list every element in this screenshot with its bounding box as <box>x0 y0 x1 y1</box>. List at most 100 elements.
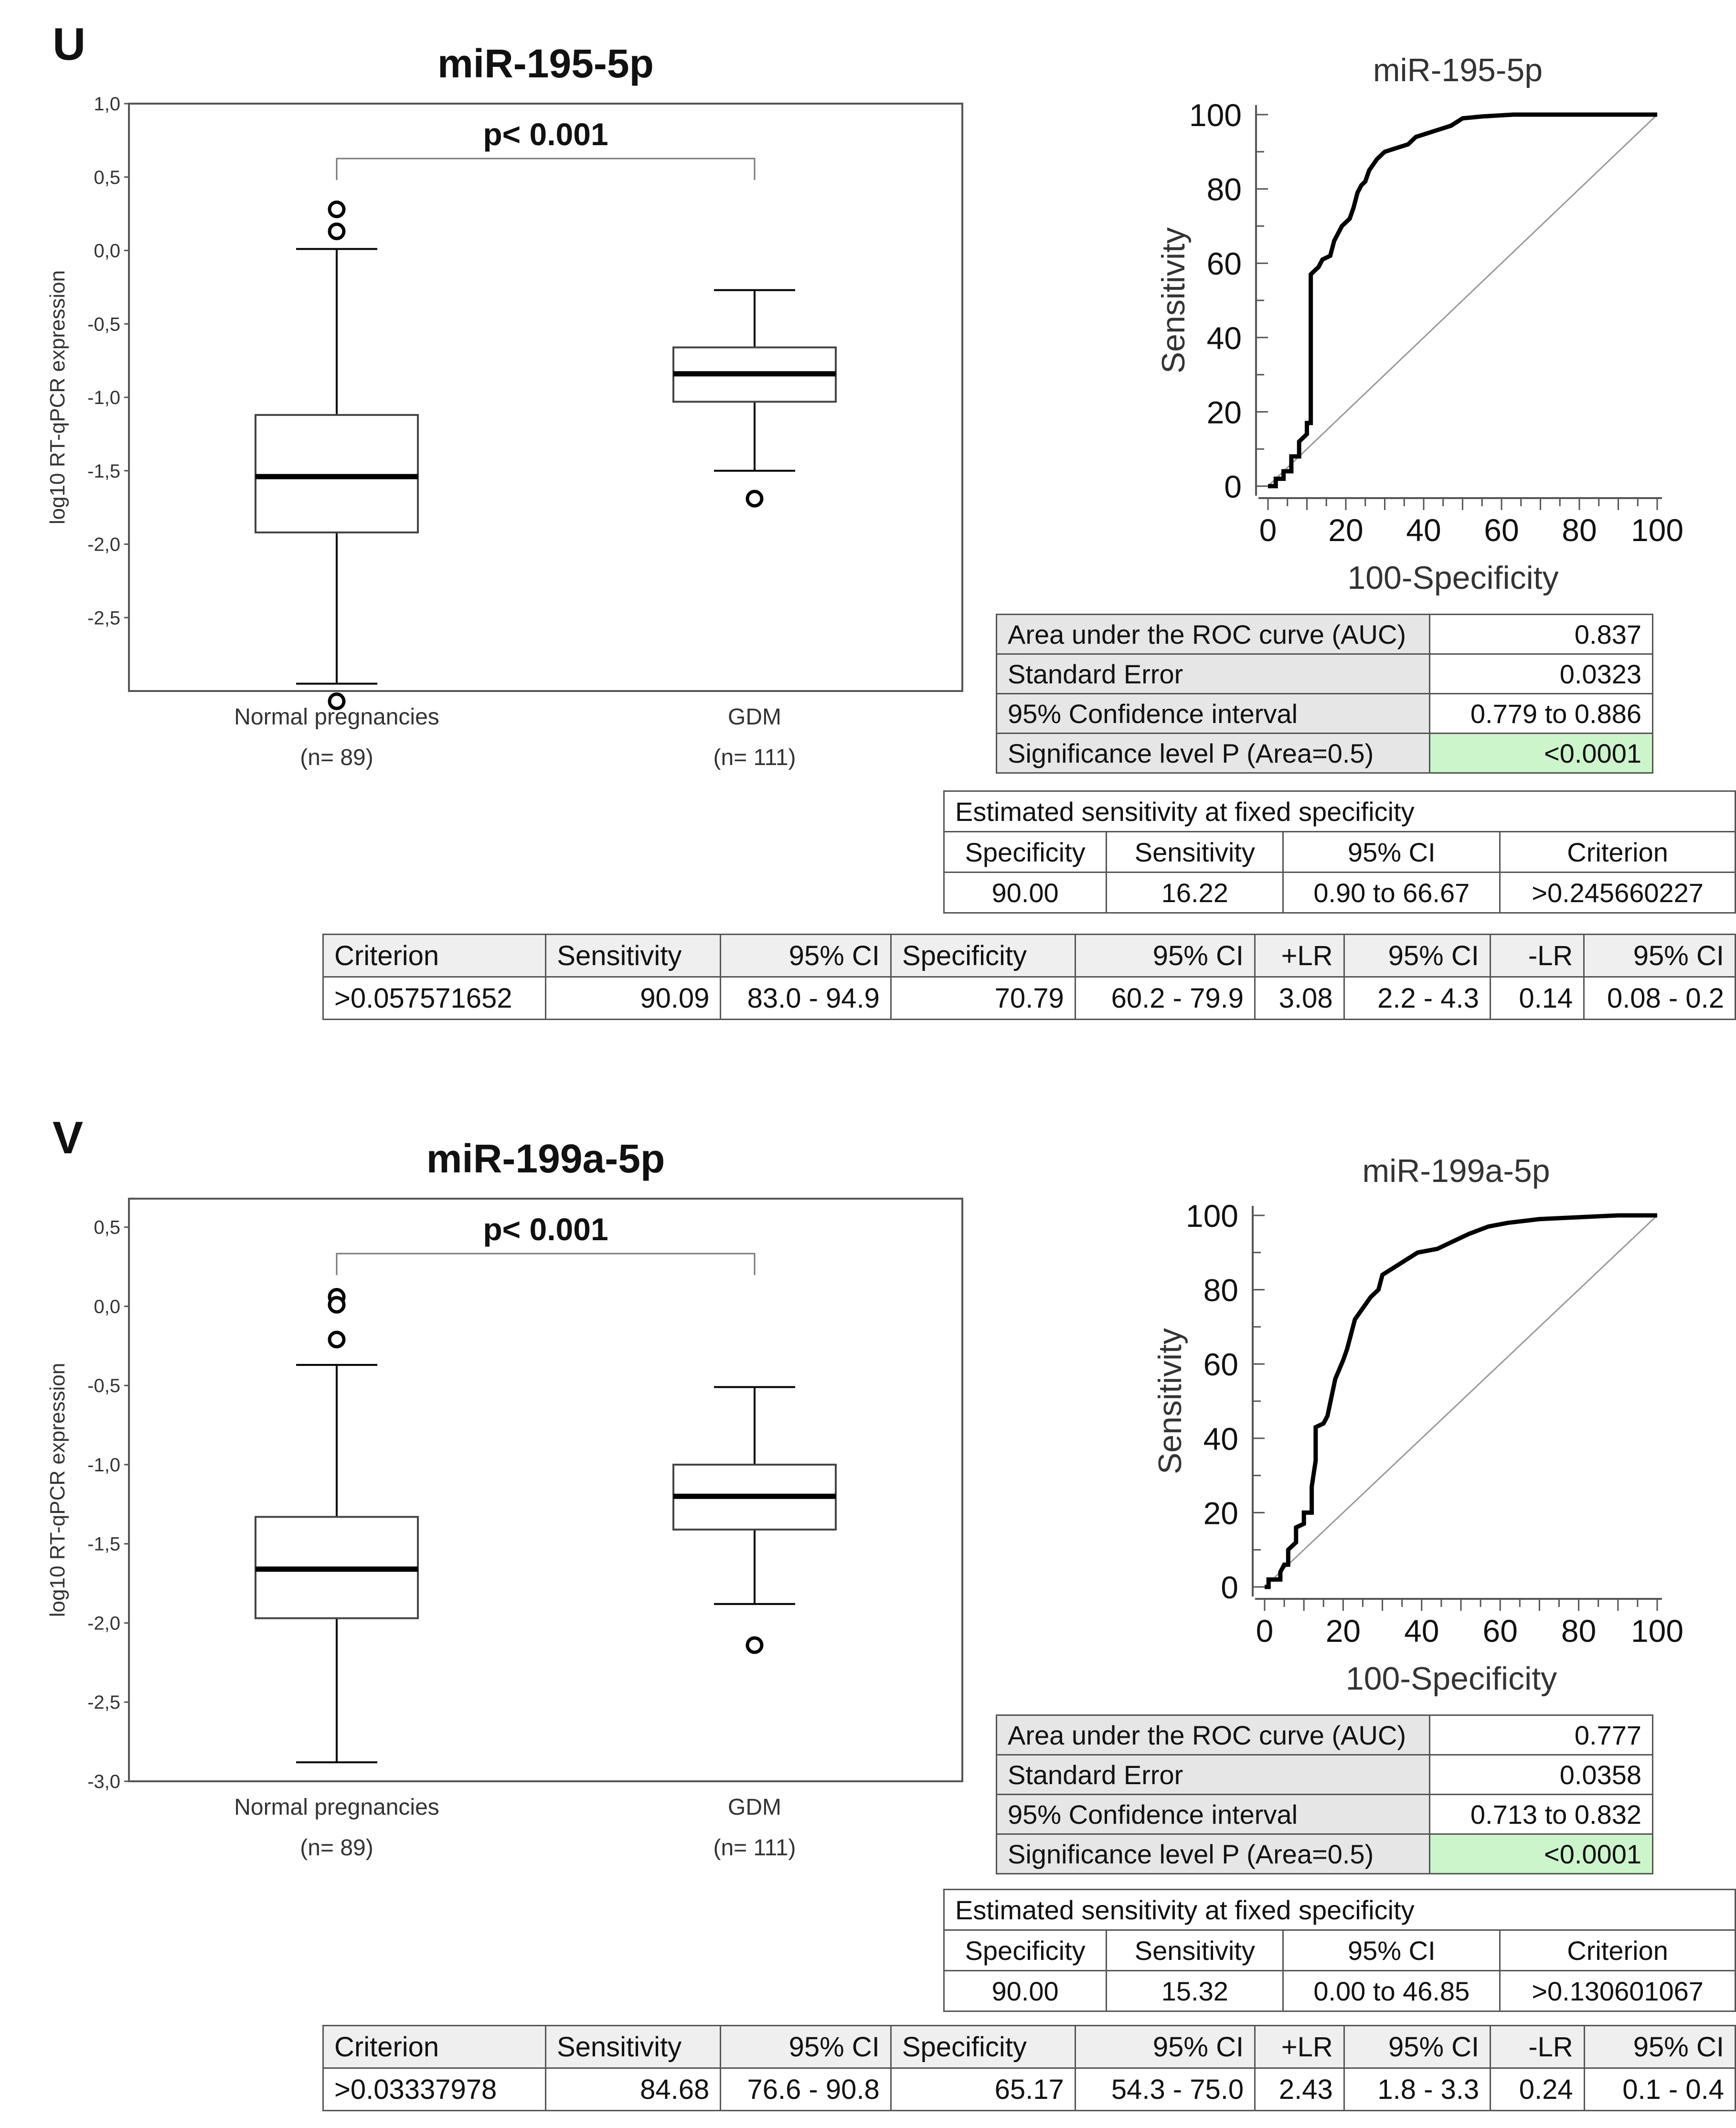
auc-label: Standard Error <box>996 1754 1430 1795</box>
est-header: Specificity <box>943 1929 1108 1971</box>
outlier-point <box>328 1296 346 1314</box>
y-tick-label: -1,5 <box>87 1534 120 1555</box>
crit-cell: 70.79 <box>890 976 1076 1020</box>
group-n-label: (n= 89) <box>300 745 373 770</box>
boxplot-frame <box>128 1198 963 1782</box>
crit-cell: 0.14 <box>1489 976 1585 1020</box>
y-tick-label: -1,5 <box>87 461 120 482</box>
crit-cell: 84.68 <box>544 2067 722 2111</box>
crit-header: Criterion <box>322 934 547 978</box>
roc-reference-line <box>1264 1214 1658 1588</box>
est-header: Criterion <box>1499 1929 1736 1971</box>
roc-x-axis-label: 100-Specificity <box>1346 1660 1557 1697</box>
outlier-point <box>328 223 346 241</box>
roc-y-axis-label: Sensitivity <box>1155 227 1192 373</box>
est-header: Criterion <box>1499 831 1736 873</box>
auc-label: Significance level P (Area=0.5) <box>996 733 1430 774</box>
auc-value: 0.0358 <box>1429 1754 1653 1795</box>
roc-y-tick-label: 80 <box>1207 172 1242 207</box>
roc-y-axis-label: Sensitivity <box>1152 1328 1188 1474</box>
roc-y-tick-label: 60 <box>1207 246 1242 281</box>
roc-x-axis-label: 100-Specificity <box>1347 560 1558 596</box>
y-tick-label: -1,0 <box>87 1455 120 1476</box>
est-header: Sensitivity <box>1106 1929 1284 1971</box>
roc-x-tick-label: 80 <box>1562 512 1597 548</box>
group-n-label: (n= 111) <box>714 1835 796 1861</box>
roc-y-tick-label: 0 <box>1221 1570 1238 1605</box>
crit-header: 95% CI <box>720 934 892 978</box>
est-header-row: Specificity Sensitivity 95% CI Criterion <box>943 1929 1736 1971</box>
roc-x-tick-label: 60 <box>1482 1613 1517 1649</box>
roc-x-tick-label: 40 <box>1404 1613 1439 1649</box>
auc-value: 0.837 <box>1429 614 1653 655</box>
auc-row: Standard Error 0.0323 <box>996 653 1653 694</box>
y-tick-label: -0,5 <box>87 314 120 335</box>
crit-header: 95% CI <box>1343 2025 1491 2069</box>
fixed-specificity-table: Estimated sensitivity at fixed specifici… <box>943 1889 1736 2012</box>
auc-row: Significance level P (Area=0.5) <0.0001 <box>996 733 1653 774</box>
crit-header: Specificity <box>890 934 1076 978</box>
p-value-label: p< 0.001 <box>483 1212 608 1247</box>
crit-header: Criterion <box>322 2025 546 2069</box>
significance-bracket <box>336 1253 756 1275</box>
roc-y-tick-label: 60 <box>1203 1347 1238 1382</box>
roc-x-tick-label: 0 <box>1259 512 1277 548</box>
crit-cell: 54.3 - 75.0 <box>1074 2067 1256 2111</box>
crit-header: 95% CI <box>1074 934 1256 978</box>
crit-header: 95% CI <box>720 2025 892 2069</box>
outlier-point <box>746 489 764 508</box>
est-title: Estimated sensitivity at fixed specifici… <box>943 790 1736 832</box>
crit-header: 95% CI <box>1583 2025 1736 2069</box>
auc-value: 0.713 to 0.832 <box>1429 1794 1653 1835</box>
auc-label: Standard Error <box>996 653 1430 694</box>
crit-cell: 60.2 - 79.9 <box>1074 976 1256 1020</box>
est-header: Specificity <box>943 831 1108 873</box>
crit-header: Sensitivity <box>545 934 722 978</box>
est-title: Estimated sensitivity at fixed specifici… <box>943 1889 1736 1931</box>
y-axis-label: log10 RT-qPCR expression <box>46 270 69 524</box>
outlier-point <box>328 1330 346 1349</box>
roc-x-tick-label: 80 <box>1561 1613 1596 1649</box>
est-cell: 90.00 <box>943 1970 1108 2012</box>
crit-cell: 0.24 <box>1490 2067 1585 2111</box>
crit-header: +LR <box>1254 934 1345 978</box>
crit-cell: 2.2 - 4.3 <box>1343 976 1491 1020</box>
y-tick-label: -1,0 <box>87 387 120 408</box>
crit-cell: 76.6 - 90.8 <box>720 2067 892 2111</box>
y-tick-label: 0,0 <box>94 1296 120 1317</box>
roc-title: miR-195-5p <box>1373 52 1543 88</box>
auc-table: Area under the ROC curve (AUC) 0.777 Stand… <box>996 1714 1653 1874</box>
crit-header: -LR <box>1489 934 1585 978</box>
y-tick-label: -2,5 <box>87 1692 120 1713</box>
crit-header: +LR <box>1254 2025 1345 2069</box>
crit-header: Sensitivity <box>544 2025 722 2069</box>
crit-cell: >0.057571652 <box>322 976 547 1020</box>
crit-header-row: Criterion Sensitivity 95% CI Specificity 95%… <box>322 934 1736 978</box>
est-cell: 16.22 <box>1106 872 1284 914</box>
est-header: Sensitivity <box>1106 831 1284 873</box>
roc-y-tick-label: 100 <box>1189 97 1242 133</box>
auc-label: Area under the ROC curve (AUC) <box>996 614 1430 655</box>
significance-bracket <box>336 158 756 180</box>
auc-value: <0.0001 <box>1429 1833 1653 1874</box>
panel-letter: U <box>53 19 85 70</box>
crit-cell: 1.8 - 3.3 <box>1343 2067 1491 2111</box>
group-label: Normal pregnancies <box>234 1795 439 1820</box>
boxplot-title: miR-195-5p <box>437 41 654 86</box>
crit-cell: 90.09 <box>545 976 722 1020</box>
p-value-label: p< 0.001 <box>483 117 608 152</box>
crit-cell: 3.08 <box>1254 976 1345 1020</box>
auc-value: 0.0323 <box>1429 653 1653 694</box>
y-tick-label: -3,0 <box>87 1771 120 1792</box>
y-tick-label: -2,5 <box>87 607 120 628</box>
est-header: 95% CI <box>1282 1929 1501 1971</box>
roc-y-tick-label: 40 <box>1203 1421 1238 1457</box>
auc-table: Area under the ROC curve (AUC) 0.837 Stand… <box>996 614 1653 774</box>
auc-row: Significance level P (Area=0.5) <0.0001 <box>996 1833 1653 1874</box>
roc-x-tick-label: 40 <box>1406 512 1441 548</box>
y-tick-label: -2,0 <box>87 534 120 555</box>
est-title-row: Estimated sensitivity at fixed specifici… <box>943 790 1736 832</box>
est-cell: >0.245660227 <box>1499 872 1736 914</box>
auc-label: 95% Confidence interval <box>996 693 1430 734</box>
